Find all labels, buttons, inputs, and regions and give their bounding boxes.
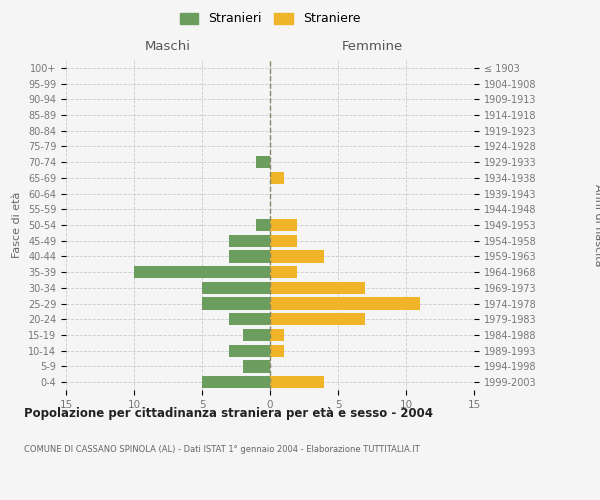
Bar xyxy=(270,282,365,294)
Bar xyxy=(202,282,270,294)
Bar xyxy=(270,344,284,357)
Text: COMUNE DI CASSANO SPINOLA (AL) - Dati ISTAT 1° gennaio 2004 - Elaborazione TUTTI: COMUNE DI CASSANO SPINOLA (AL) - Dati IS… xyxy=(24,445,420,454)
Bar xyxy=(229,234,270,247)
Bar xyxy=(270,172,284,184)
Bar xyxy=(270,298,419,310)
Bar xyxy=(229,313,270,326)
Bar xyxy=(134,266,270,278)
Y-axis label: Anni di nascita: Anni di nascita xyxy=(593,184,600,266)
Text: Maschi: Maschi xyxy=(145,40,191,54)
Bar xyxy=(256,219,270,231)
Bar xyxy=(256,156,270,168)
Text: Popolazione per cittadinanza straniera per età e sesso - 2004: Popolazione per cittadinanza straniera p… xyxy=(24,408,433,420)
Bar xyxy=(270,313,365,326)
Bar xyxy=(202,298,270,310)
Bar xyxy=(229,250,270,262)
Bar xyxy=(270,376,325,388)
Text: Femmine: Femmine xyxy=(341,40,403,54)
Legend: Stranieri, Straniere: Stranieri, Straniere xyxy=(176,8,364,29)
Y-axis label: Fasce di età: Fasce di età xyxy=(13,192,22,258)
Bar xyxy=(270,234,297,247)
Bar xyxy=(270,266,297,278)
Bar xyxy=(270,329,284,341)
Bar xyxy=(202,376,270,388)
Bar xyxy=(243,360,270,372)
Bar xyxy=(243,329,270,341)
Bar xyxy=(229,344,270,357)
Bar xyxy=(270,250,325,262)
Bar xyxy=(270,219,297,231)
